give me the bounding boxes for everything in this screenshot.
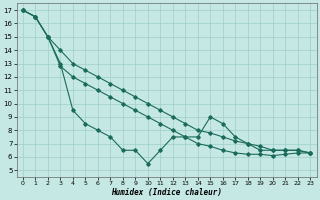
X-axis label: Humidex (Indice chaleur): Humidex (Indice chaleur)	[111, 188, 222, 197]
